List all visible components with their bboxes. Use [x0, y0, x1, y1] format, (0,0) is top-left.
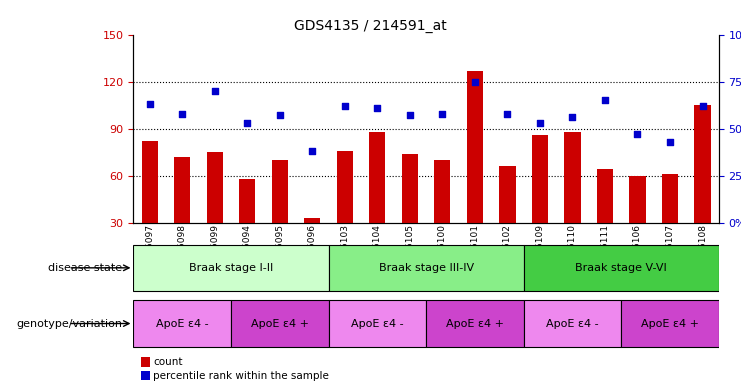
Bar [499, 166, 516, 223]
Point [566, 114, 578, 121]
Bar [231, 300, 328, 347]
Point [631, 131, 643, 137]
Bar [369, 132, 385, 223]
Bar [174, 157, 190, 223]
Bar [532, 135, 548, 223]
Bar [621, 300, 719, 347]
Bar [328, 300, 426, 347]
Point [697, 103, 708, 109]
Point [599, 98, 611, 104]
Bar [402, 154, 418, 223]
Point [534, 120, 546, 126]
Text: ApoE ε4 -: ApoE ε4 - [351, 318, 404, 329]
Bar [597, 169, 613, 223]
Text: Braak stage III-IV: Braak stage III-IV [379, 263, 473, 273]
Text: disease state: disease state [48, 263, 122, 273]
Bar [272, 160, 288, 223]
Text: GDS4135 / 214591_at: GDS4135 / 214591_at [294, 19, 447, 33]
Text: Braak stage V-VI: Braak stage V-VI [575, 263, 667, 273]
Bar [142, 141, 158, 223]
Text: percentile rank within the sample: percentile rank within the sample [153, 371, 329, 381]
Text: ApoE ε4 +: ApoE ε4 + [641, 318, 699, 329]
Bar [328, 245, 524, 291]
Bar [426, 300, 524, 347]
Point [242, 120, 253, 126]
Bar [694, 105, 711, 223]
Point [404, 113, 416, 119]
Bar [565, 132, 580, 223]
Bar [629, 176, 645, 223]
Point [209, 88, 221, 94]
Bar [133, 300, 231, 347]
Point [436, 111, 448, 117]
Bar [524, 300, 621, 347]
Point [306, 148, 318, 154]
Bar [304, 218, 320, 223]
Text: ApoE ε4 -: ApoE ε4 - [156, 318, 208, 329]
Point [664, 139, 676, 145]
Bar [133, 245, 328, 291]
Point [176, 111, 188, 117]
Point [502, 111, 514, 117]
Text: ApoE ε4 -: ApoE ε4 - [546, 318, 599, 329]
Text: ApoE ε4 +: ApoE ε4 + [446, 318, 504, 329]
Bar [336, 151, 353, 223]
Bar [434, 160, 451, 223]
Text: Braak stage I-II: Braak stage I-II [189, 263, 273, 273]
Text: ApoE ε4 +: ApoE ε4 + [250, 318, 309, 329]
Point [371, 105, 383, 111]
Bar [524, 245, 719, 291]
Point [273, 113, 285, 119]
Bar [207, 152, 223, 223]
Point [339, 103, 350, 109]
Bar [662, 174, 678, 223]
Text: count: count [153, 357, 183, 367]
Point [469, 79, 481, 85]
Bar [467, 71, 483, 223]
Point [144, 101, 156, 107]
Text: genotype/variation: genotype/variation [16, 318, 122, 329]
Bar [239, 179, 256, 223]
